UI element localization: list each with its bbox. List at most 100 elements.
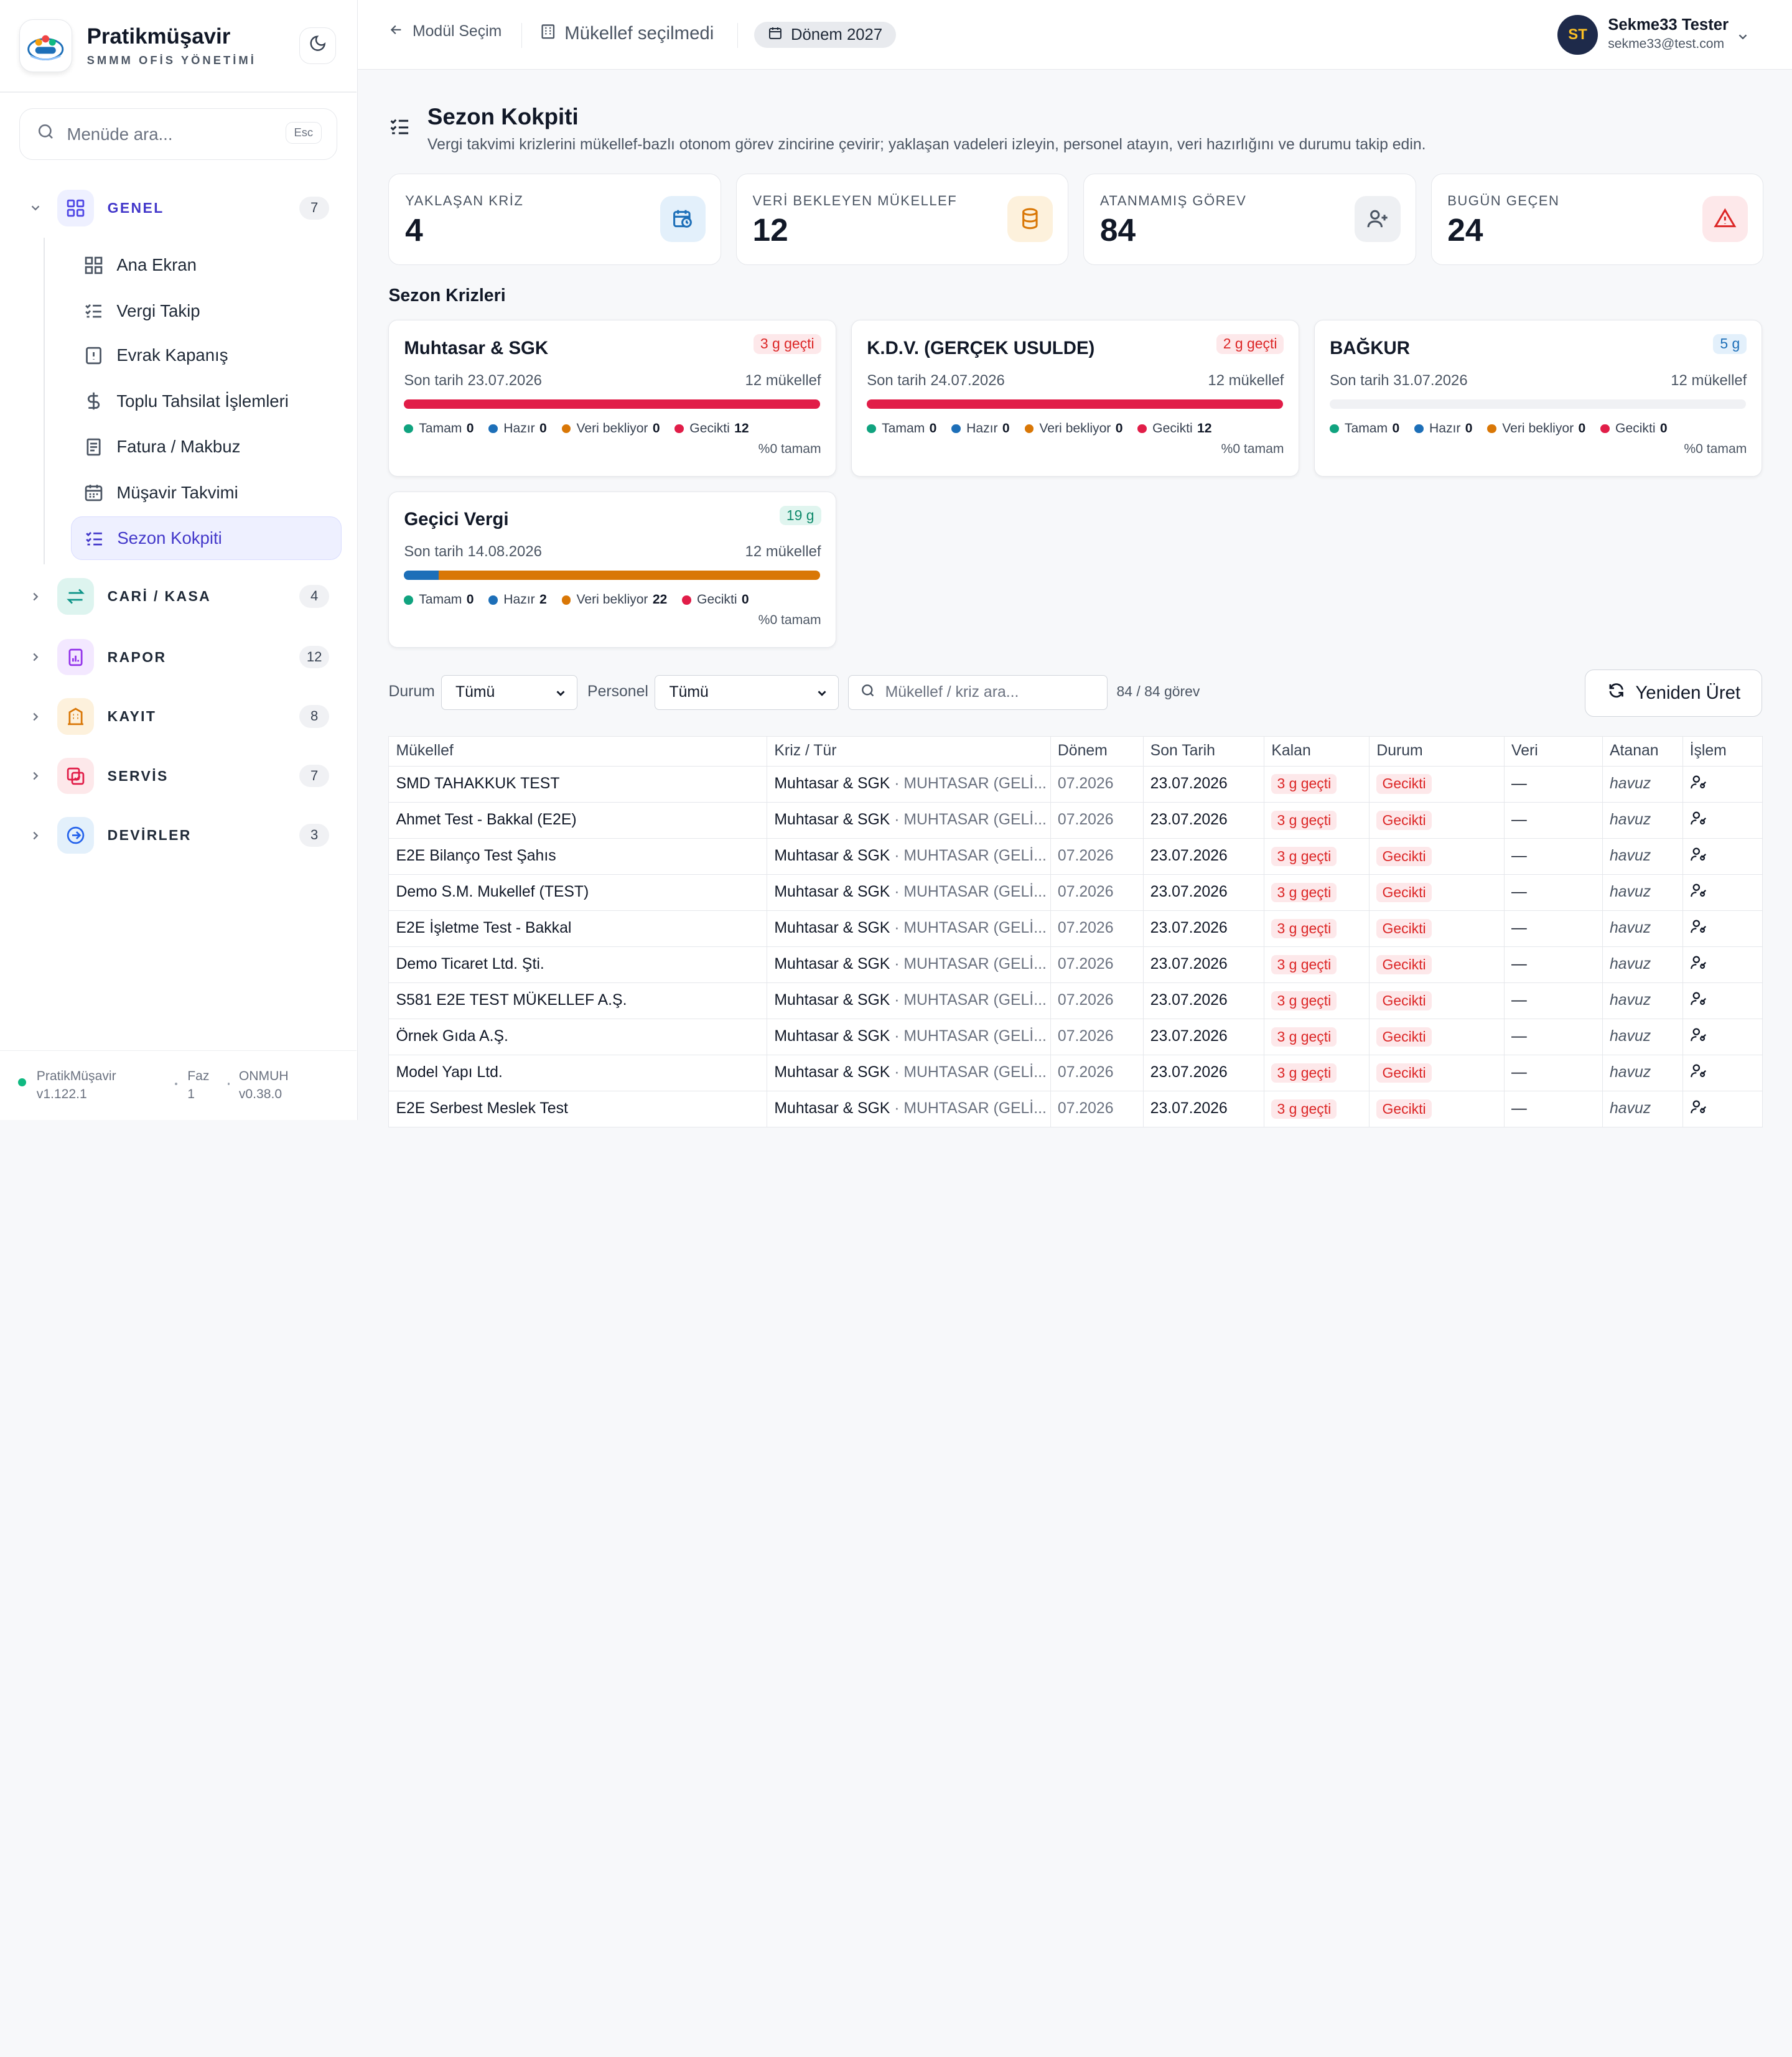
column-header[interactable]: Mükellef	[388, 735, 768, 767]
sidebar-item-label: Müşavir Takvimi	[116, 482, 238, 502]
assignee-cell: havuz	[1602, 1018, 1683, 1055]
data-cell: —	[1504, 801, 1603, 839]
remaining-badge: 3 g geçti	[1271, 1027, 1337, 1047]
checklist-icon	[82, 299, 105, 322]
sidebar-item-toplu-tahsilat[interactable]: Toplu Tahsilat İşlemleri	[71, 380, 342, 423]
status-filter-select[interactable]: Tümü	[441, 675, 577, 710]
crisis-subtype: · MUHTASAR (GELİ...	[894, 847, 1047, 865]
table-row[interactable]: Demo Ticaret Ltd. Şti. Muhtasar & SGK · …	[388, 946, 1763, 983]
group-cari-kasa[interactable]: CARİ / KASA 4	[0, 574, 357, 619]
status-cell: Gecikti	[1369, 801, 1505, 839]
legend-label: Hazır	[1429, 421, 1461, 436]
stat-value: 24	[1447, 211, 1483, 248]
tree-line	[43, 238, 45, 565]
regenerate-button[interactable]: Yeniden Üret	[1585, 669, 1763, 717]
assign-user-icon[interactable]	[1690, 775, 1707, 794]
group-servis[interactable]: SERVİS 7	[0, 753, 357, 798]
sidebar-item-musavir-takvimi[interactable]: Müşavir Takvimi	[71, 471, 342, 515]
assign-user-icon[interactable]	[1690, 811, 1707, 830]
table-row[interactable]: S581 E2E TEST MÜKELLEF A.Ş. Muhtasar & S…	[388, 982, 1763, 1019]
search-icon	[36, 122, 55, 146]
legend-dot-icon	[682, 595, 691, 605]
taxpayer-cell: Demo Ticaret Ltd. Şti.	[388, 946, 768, 983]
crisis-card[interactable]: K.D.V. (GERÇEK USULDE) 2 g geçti Son tar…	[851, 320, 1300, 477]
legend-dot-icon	[561, 424, 571, 434]
sidebar-item-vergi-takip[interactable]: Vergi Takip	[71, 289, 342, 333]
table-row[interactable]: E2E Serbest Meslek Test Muhtasar & SGK ·…	[388, 1090, 1763, 1127]
group-rapor[interactable]: RAPOR 12	[0, 634, 357, 679]
task-search-input[interactable]: Mükellef / kriz ara...	[847, 675, 1108, 710]
remaining-badge: 3 g geçti	[1271, 846, 1337, 866]
legend-value: 0	[1002, 421, 1010, 436]
assign-user-icon[interactable]	[1690, 884, 1707, 902]
assign-user-icon[interactable]	[1690, 992, 1707, 1011]
column-header[interactable]: Atanan	[1602, 735, 1683, 767]
crisis-taxpayer-count: 12 mükellef	[1671, 371, 1747, 389]
crisis-card[interactable]: Geçici Vergi 19 g Son tarih 14.08.2026 1…	[388, 491, 837, 648]
column-header[interactable]: Durum	[1369, 735, 1505, 767]
column-header[interactable]: Dönem	[1050, 735, 1144, 767]
crisis-card[interactable]: Muhtasar & SGK 3 g geçti Son tarih 23.07…	[388, 320, 837, 477]
staff-filter-value: Tümü	[669, 684, 709, 701]
period-cell: 07.2026	[1050, 1054, 1144, 1091]
assign-user-icon[interactable]	[1690, 920, 1707, 938]
dashboard-icon	[82, 254, 105, 277]
table-row[interactable]: E2E İşletme Test - Bakkal Muhtasar & SGK…	[388, 910, 1763, 947]
theme-toggle-button[interactable]	[299, 27, 336, 64]
action-cell	[1682, 801, 1763, 839]
data-cell: —	[1504, 765, 1603, 803]
assign-user-icon[interactable]	[1690, 1100, 1707, 1119]
crisis-name: Muhtasar & SGK	[774, 775, 890, 793]
crisis-name: Muhtasar & SGK	[774, 1064, 890, 1081]
column-header[interactable]: Veri	[1504, 735, 1603, 767]
table-row[interactable]: Demo S.M. Mukellef (TEST) Muhtasar & SGK…	[388, 874, 1763, 911]
sidebar-item-evrak-kapanis[interactable]: Evrak Kapanış	[71, 334, 342, 377]
assignee-cell: havuz	[1602, 765, 1683, 803]
status-badge: Gecikti	[1376, 1027, 1432, 1047]
legend-value: 22	[652, 592, 668, 607]
group-kayit[interactable]: KAYIT 8	[0, 694, 357, 739]
brand[interactable]: Pratikmüşavir SMMM OFİS YÖNETİMİ	[19, 19, 256, 72]
column-header[interactable]: Kalan	[1264, 735, 1370, 767]
legend-value: 0	[466, 592, 474, 607]
assign-user-icon[interactable]	[1690, 847, 1707, 866]
action-cell	[1682, 765, 1763, 803]
legend-value: 0	[929, 421, 937, 436]
table-row[interactable]: Model Yapı Ltd. Muhtasar & SGK · MUHTASA…	[388, 1054, 1763, 1091]
menu-search-input[interactable]: Menüde ara... Esc	[19, 108, 337, 161]
remaining-badge: 3 g geçti	[1271, 991, 1337, 1010]
legend-value: 0	[652, 421, 660, 436]
table-row[interactable]: Ahmet Test - Bakkal (E2E) Muhtasar & SGK…	[388, 801, 1763, 839]
column-header[interactable]: Kriz / Tür	[767, 735, 1051, 767]
crisis-type-cell: Muhtasar & SGK · MUHTASAR (GELİ...	[767, 1090, 1051, 1127]
assign-user-icon[interactable]	[1690, 1064, 1707, 1083]
sidebar-item-sezon-kokpiti[interactable]: Sezon Kokpiti	[70, 516, 342, 560]
assignee-cell: havuz	[1602, 1054, 1683, 1091]
remaining-cell: 3 g geçti	[1264, 982, 1370, 1019]
legend-dot-icon	[1600, 424, 1610, 434]
column-header[interactable]: Son Tarih	[1142, 735, 1265, 767]
user-name[interactable]: Sekme33 Tester	[1608, 16, 1729, 34]
taxpayer-selector[interactable]: Mükellef seçilmedi	[539, 23, 714, 45]
crisis-remaining-badge: 2 g geçti	[1216, 334, 1284, 354]
group-label: CARİ / KASA	[107, 588, 212, 605]
staff-filter-select[interactable]: Tümü	[655, 675, 839, 710]
checklist-icon	[83, 527, 106, 550]
assign-user-icon[interactable]	[1690, 1028, 1707, 1047]
refresh-icon	[1607, 681, 1625, 704]
sidebar-item-ana-ekran[interactable]: Ana Ekran	[71, 243, 342, 287]
crisis-card[interactable]: BAĞKUR 5 g Son tarih 31.07.2026 12 mükel…	[1314, 320, 1763, 477]
table-row[interactable]: Örnek Gıda A.Ş. Muhtasar & SGK · MUHTASA…	[388, 1018, 1763, 1055]
group-devirler[interactable]: DEVİRLER 3	[0, 813, 357, 858]
crisis-name: Muhtasar & SGK	[774, 920, 890, 937]
table-row[interactable]: E2E Bilanço Test Şahıs Muhtasar & SGK · …	[388, 837, 1763, 875]
module-select-link[interactable]: Modül Seçim	[388, 22, 502, 42]
group-genel[interactable]: GENEL 7	[0, 185, 357, 231]
assign-user-icon[interactable]	[1690, 956, 1707, 975]
avatar[interactable]: ST	[1557, 14, 1598, 55]
sidebar-item-fatura-makbuz[interactable]: Fatura / Makbuz	[71, 425, 342, 469]
chevron-down-icon[interactable]	[1736, 27, 1750, 49]
table-row[interactable]: SMD TAHAKKUK TEST Muhtasar & SGK · MUHTA…	[388, 765, 1763, 803]
period-badge[interactable]: Dönem 2027	[754, 21, 897, 49]
crisis-progress-bar	[404, 571, 820, 581]
